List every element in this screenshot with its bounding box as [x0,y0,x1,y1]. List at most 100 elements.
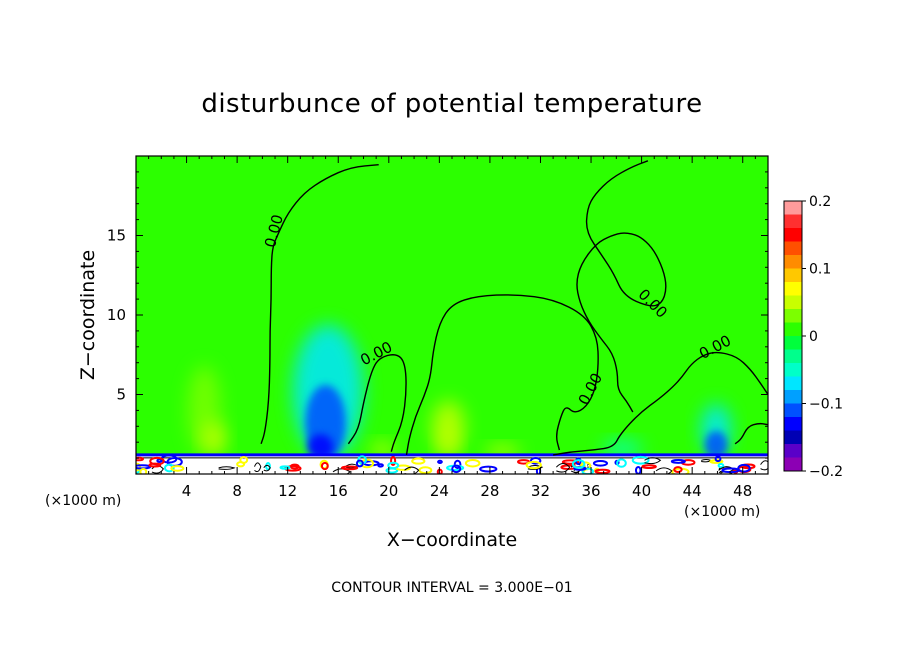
ground-contour-fragment [760,460,768,471]
ground-color-fragment [139,467,148,474]
x-tick-label: 4 [182,482,192,500]
colorbar-swatch [784,376,802,391]
colorbar-swatch [784,417,802,431]
colorbar-swatch [784,268,802,283]
ground-color-fragment [377,463,384,468]
contour-interval-note: CONTOUR INTERVAL = 3.000E−01 [331,580,572,596]
zero-contours [260,160,768,456]
colorbar-swatch [784,201,802,215]
ground-band [136,453,768,474]
ground-contour-fragment [527,464,544,470]
colorbar-swatch [784,430,802,445]
x-axis: 4 8 12 16 20 24 28 32 36 40 44 48 [148,156,756,500]
y-tick-label: 5 [116,386,126,404]
colorbar-swatch [784,282,802,296]
ground-color-fragment [239,456,249,464]
ground-contour-fragment [254,462,262,473]
y-axis-title: Z−coordinate [77,250,99,380]
ground-color-fragment [390,455,397,466]
colorbar-tick-label: −0.1 [809,397,843,413]
ground-color-fragment [149,456,165,466]
ground-color-fragment [437,459,443,465]
colorbar-swatch [784,363,802,377]
colorbar-swatch [784,444,802,458]
ground-color-fragment [320,461,329,471]
anomaly-blob-8 [704,431,728,460]
ground-color-fragment [387,461,400,470]
ground-color-fragment [355,459,364,468]
ground-color-fragment [592,460,609,467]
chart-title: disturbunce of potential temperature [201,89,702,119]
colorbar-tick-label: −0.2 [809,464,843,480]
ground-contour-fragment [655,467,673,474]
y-tick-label: 15 [107,227,126,245]
ground-color-fragment [571,459,586,469]
colorbar-swatch [784,214,802,229]
ground-contour-fragment [644,457,662,465]
x-unit-left: (×1000 m) [45,493,121,509]
x-unit-right: (×1000 m) [684,504,760,520]
colorbar: 0.2 0.1 0 −0.1 −0.2 [783,194,843,480]
zero-contour-2 [405,294,599,456]
ground-color-fragment [453,459,462,470]
x-tick-label: 28 [480,482,499,500]
x-tick-label: 32 [531,482,550,500]
colorbar-swatch [784,322,802,337]
anomaly-blob-2 [307,434,334,460]
ground-color-fragment [670,458,686,464]
x-tick-label: 24 [430,482,449,500]
colorbar-swatch [784,241,802,256]
ground-color-fragment [594,468,611,474]
ground-color-fragment [479,465,498,473]
ground-color-fragment [616,458,627,468]
colorbar-tick-label: 0.1 [809,262,831,278]
colorbar-swatch [784,457,802,472]
colorbar-swatch [784,403,802,418]
x-tick-label: 36 [581,482,600,500]
ground-color-fragment [340,465,359,471]
ground-color-fragment [631,455,650,465]
ground-contour-fragment [218,466,236,470]
y-axis: 5 10 15 [107,171,768,459]
ground-contour-fragment [404,466,420,474]
ground-color-fragment [418,466,433,474]
ground-color-fragment [451,464,462,474]
x-tick-label: 8 [232,482,242,500]
zero-contour-0 [260,164,379,445]
ground-color-fragment [561,459,580,465]
ground-contour-fragment [555,463,571,473]
x-tick-label: 40 [632,482,651,500]
ground-color-fragment [673,466,683,473]
colorbar-swatch [784,255,802,269]
x-axis-title: X−coordinate [387,529,517,551]
colorbar-swatch [784,349,802,364]
colorbar-tick-label: 0.2 [809,194,831,210]
y-tick-label: 10 [107,306,126,324]
colorbar-swatch [784,228,802,242]
ground-color-fragment [136,462,142,472]
anomaly-blob-6 [438,432,459,459]
zero-contour-5 [576,160,667,413]
ground-color-fragment [525,460,542,470]
colorbar-swatch [784,309,802,323]
ground-color-fragment [581,467,595,474]
plot-area: 0.000.000.000.000.00 [136,156,768,474]
ground-color-fragment [265,461,271,471]
colorbar-swatch [784,390,802,404]
x-tick-label: 44 [683,482,702,500]
zero-contour-1 [347,354,407,452]
ground-color-fragment [717,462,725,469]
anomaly-blob-4 [202,421,226,457]
ground-color-fragment [641,464,657,470]
anomaly-blob-9 [602,440,643,457]
ground-contour-fragment [263,464,271,472]
ground-color-fragment [170,465,185,472]
x-tick-label: 12 [278,482,297,500]
x-tick-label: 48 [733,482,752,500]
ground-color-fragment [279,465,291,470]
ground-color-fragment [529,457,542,465]
x-tick-label: 20 [379,482,398,500]
colorbar-swatch [784,336,802,350]
colorbar-swatch [784,295,802,310]
